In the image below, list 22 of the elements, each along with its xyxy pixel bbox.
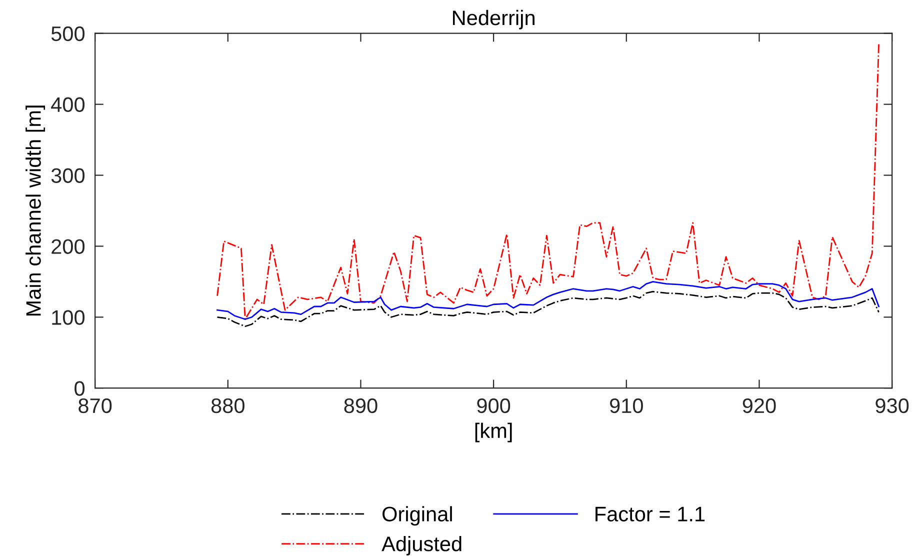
y-tick-label: 300: [51, 168, 85, 184]
line-series: [216, 290, 880, 328]
line-series: [216, 43, 880, 320]
line-series: [216, 280, 880, 320]
legend-label: Factor = 1.1: [596, 506, 705, 522]
x-tick-label: 910: [610, 398, 643, 414]
legend-label: Original: [382, 506, 452, 526]
y-tick-label: 500: [51, 26, 85, 42]
x-tick-label: 890: [344, 398, 378, 414]
x-tick-label: 930: [876, 398, 909, 414]
legend-label: Adjusted: [382, 536, 462, 556]
y-tick-label: 200: [52, 239, 85, 254]
x-tick-label: 870: [78, 398, 112, 414]
x-tick-label: 900: [477, 398, 510, 414]
y-tick-label: 400: [51, 97, 85, 112]
x-tick-label: 920: [742, 398, 776, 414]
x-tick-label: 880: [211, 398, 244, 414]
y-axis-title: Main channel width [m]: [26, 106, 46, 316]
y-tick-label: 100: [52, 310, 85, 325]
x-axis-title: [km]: [475, 422, 512, 442]
chart-title: Nederrijn: [453, 10, 534, 30]
y-tick-label: 0: [74, 381, 85, 396]
